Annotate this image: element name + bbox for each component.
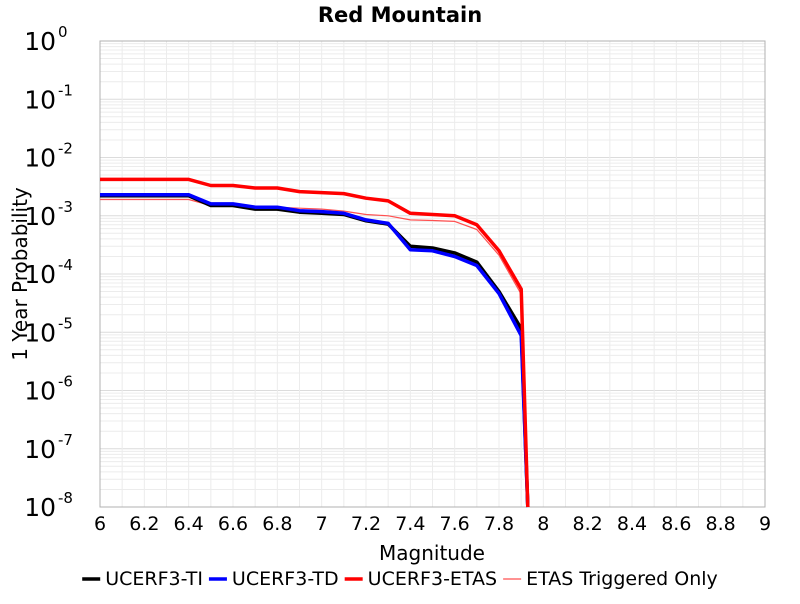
x-tick-label: 6.2 <box>129 513 159 535</box>
y-tick-exponent: -7 <box>58 431 73 449</box>
x-tick-label: 6.6 <box>218 513 248 535</box>
y-tick-base: 10 <box>24 377 56 406</box>
y-tick-label: 10 -3 <box>24 198 73 231</box>
series-line-ucerf3-ti <box>100 194 530 508</box>
y-tick-label: 10 -2 <box>24 140 73 173</box>
x-tick-label: 7.8 <box>484 513 514 535</box>
series-line-ucerf3-td <box>100 192 530 508</box>
x-tick-label: 7 <box>316 513 328 535</box>
y-tick-label: 10 -7 <box>24 431 73 464</box>
x-tick-label: 7.2 <box>351 513 381 535</box>
y-tick-label: 10 -1 <box>24 81 73 114</box>
x-tick-label: 6.4 <box>174 513 204 535</box>
y-tick-base: 10 <box>24 318 56 347</box>
chart-title: Red Mountain <box>318 3 482 27</box>
series-line-etas-triggered-only <box>100 198 529 508</box>
x-tick-label: 8 <box>537 513 549 535</box>
y-tick-exponent: -1 <box>58 81 73 99</box>
y-tick-exponent: -6 <box>58 373 73 391</box>
legend-label: UCERF3-TI <box>105 568 203 590</box>
x-tick-label: 6 <box>94 513 106 535</box>
y-tick-label: 10 0 <box>24 23 67 56</box>
y-tick-label: 10 -4 <box>24 256 73 289</box>
y-tick-exponent: -4 <box>58 256 73 274</box>
x-tick-label: 6.8 <box>262 513 292 535</box>
plot-area-border <box>99 40 766 508</box>
y-tick-exponent: -2 <box>58 140 73 158</box>
y-tick-base: 10 <box>24 27 56 56</box>
legend-item-ucerf3-td: UCERF3-TD <box>208 568 339 590</box>
y-tick-base: 10 <box>24 85 56 114</box>
x-tick-label: 8.8 <box>706 513 736 535</box>
y-tick-label: 10 -5 <box>24 314 73 347</box>
y-tick-exponent: -3 <box>58 198 73 216</box>
series-group <box>100 177 530 508</box>
grid <box>99 40 766 508</box>
x-axis-label: Magnitude <box>379 541 485 565</box>
x-tick-label: 8.6 <box>661 513 691 535</box>
legend-label: ETAS Triggered Only <box>526 568 718 590</box>
y-tick-label: 10 -8 <box>24 489 73 522</box>
y-tick-base: 10 <box>24 493 56 522</box>
y-tick-base: 10 <box>24 435 56 464</box>
x-tick-label: 8.4 <box>617 513 647 535</box>
x-tick-label: 8.2 <box>573 513 603 535</box>
legend-item-etas-triggered-only: ETAS Triggered Only <box>503 568 718 590</box>
y-axis-label: 1 Year Probability <box>8 187 32 361</box>
series-line-ucerf3-etas <box>100 177 530 508</box>
y-tick-base: 10 <box>24 144 56 173</box>
y-tick-exponent: -8 <box>58 489 73 507</box>
legend-label: UCERF3-ETAS <box>368 568 497 590</box>
y-tick-label: 10 -6 <box>24 373 73 406</box>
legend-item-ucerf3-etas: UCERF3-ETAS <box>344 568 497 590</box>
x-tick-labels: 6 6.2 6.4 6.6 6.8 7 7.2 7.4 7.6 7.8 8 8.2 8.4 8.6 8.8 9 <box>94 513 771 535</box>
x-tick-label: 9 <box>759 513 771 535</box>
y-tick-exponent: -5 <box>58 314 73 332</box>
legend-label: UCERF3-TD <box>232 568 339 590</box>
y-tick-base: 10 <box>24 202 56 231</box>
legend-item-ucerf3-ti: UCERF3-TI <box>82 568 203 590</box>
y-tick-exponent: 0 <box>58 23 68 41</box>
x-tick-label: 7.4 <box>395 513 425 535</box>
y-tick-base: 10 <box>24 260 56 289</box>
legend: UCERF3-TI UCERF3-TD UCERF3-ETAS ETAS Trigge… <box>82 568 718 590</box>
x-tick-label: 7.6 <box>440 513 470 535</box>
